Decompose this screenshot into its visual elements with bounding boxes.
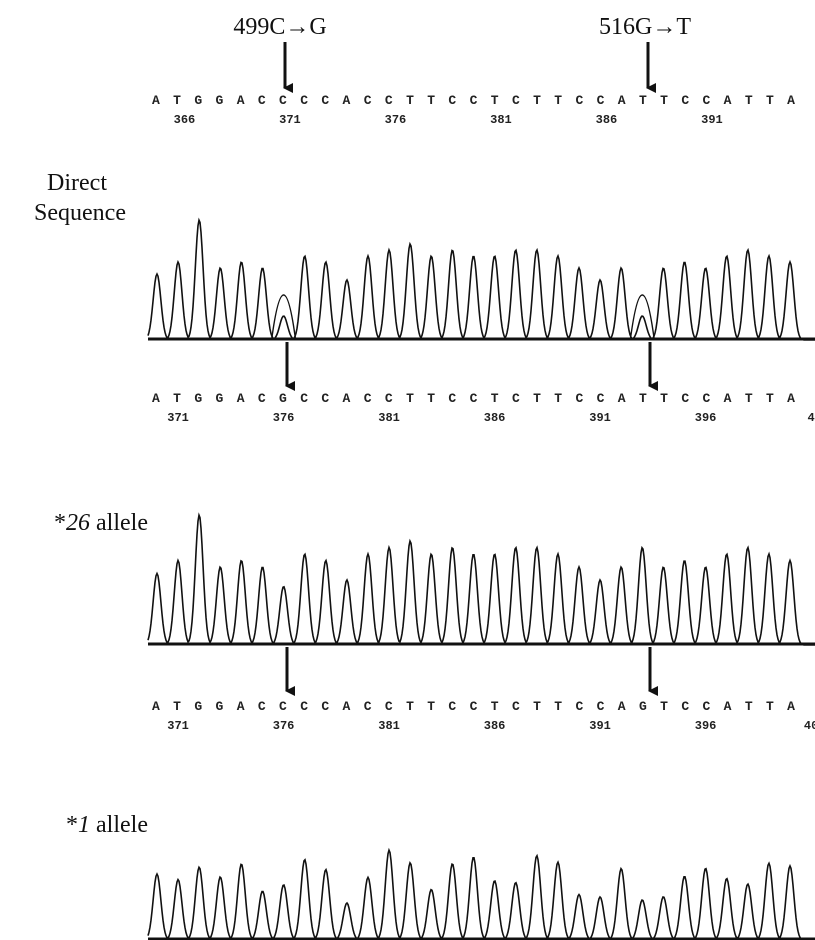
figure: 499C→G 516G→T Direct Sequence *26 allele… [0, 0, 815, 940]
sequence: ATGGACCCCACCTTCCTCTTCCATTCCATTA [152, 93, 795, 108]
position-number: 381 [490, 113, 512, 127]
trace-label: *1 allele [66, 812, 148, 838]
trace-label: *26 allele [54, 510, 148, 536]
trace-secondary [272, 295, 296, 340]
trace-label: Direct Sequence [34, 170, 126, 226]
position-number: 366 [174, 113, 196, 127]
trace [148, 850, 815, 940]
position-number: 371 [279, 113, 301, 127]
trace [148, 220, 815, 340]
position-number: 381 [378, 719, 400, 733]
position-number: 376 [385, 113, 407, 127]
position-number: 391 [701, 113, 723, 127]
position-number: 376 [273, 411, 295, 425]
position-number: 4 [807, 411, 814, 425]
trace-secondary [630, 295, 654, 340]
position-number: 40 [804, 719, 815, 733]
position-number: 386 [596, 113, 618, 127]
position-number: 381 [378, 411, 400, 425]
position-number: 391 [589, 411, 611, 425]
position-number: 376 [273, 719, 295, 733]
sequence: ATGGACGCCACCTTCCTCTTCCATTCCATTA [152, 391, 795, 406]
position-number: 386 [484, 719, 506, 733]
sequence: ATGGACCCCACCTTCCTCTTCCAGTCCATTA [152, 699, 795, 714]
position-number: 396 [695, 411, 717, 425]
position-number: 391 [589, 719, 611, 733]
position-number: 396 [695, 719, 717, 733]
mutation-label: 499C→G [233, 14, 326, 40]
trace-label-text: Direct [47, 170, 107, 196]
position-number: 371 [167, 719, 189, 733]
position-number: 386 [484, 411, 506, 425]
position-number: 371 [167, 411, 189, 425]
mutation-label: 516G→T [599, 14, 691, 40]
trace [148, 515, 815, 645]
